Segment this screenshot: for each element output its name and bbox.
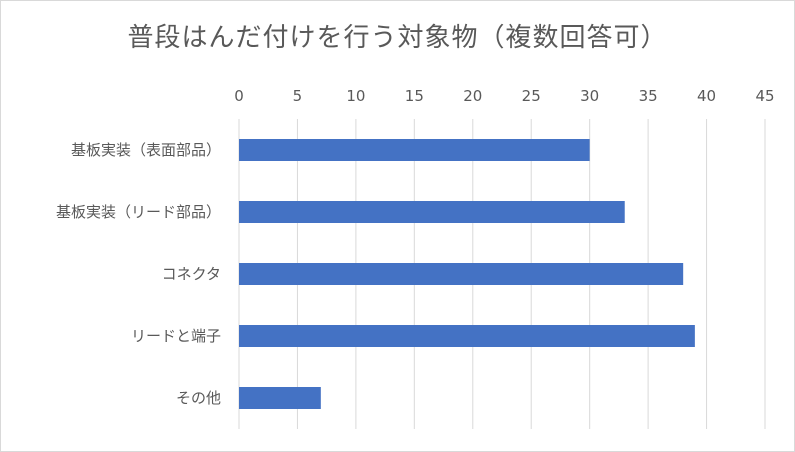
category-label: 基板実装（リード部品） xyxy=(56,203,221,221)
category-label: その他 xyxy=(176,389,221,407)
x-tick-label: 10 xyxy=(346,87,365,105)
bar xyxy=(239,263,684,285)
bar xyxy=(239,325,695,347)
x-tick-label: 30 xyxy=(580,87,599,105)
category-label: 基板実装（表面部品） xyxy=(71,141,221,159)
category-label: コネクタ xyxy=(162,265,221,283)
x-tick-label: 5 xyxy=(293,87,303,105)
x-tick-label: 25 xyxy=(522,87,541,105)
x-tick-label: 45 xyxy=(755,87,774,105)
bar xyxy=(239,201,625,223)
x-tick-label: 0 xyxy=(234,87,244,105)
x-tick-label: 40 xyxy=(697,87,716,105)
bar xyxy=(239,139,590,161)
category-label: リードと端子 xyxy=(131,327,221,345)
chart-title: 普段はんだ付けを行う対象物（複数回答可） xyxy=(127,23,668,53)
bar xyxy=(239,387,321,409)
x-tick-label: 20 xyxy=(463,87,482,105)
x-tick-label: 15 xyxy=(405,87,424,105)
x-tick-label: 35 xyxy=(639,87,658,105)
